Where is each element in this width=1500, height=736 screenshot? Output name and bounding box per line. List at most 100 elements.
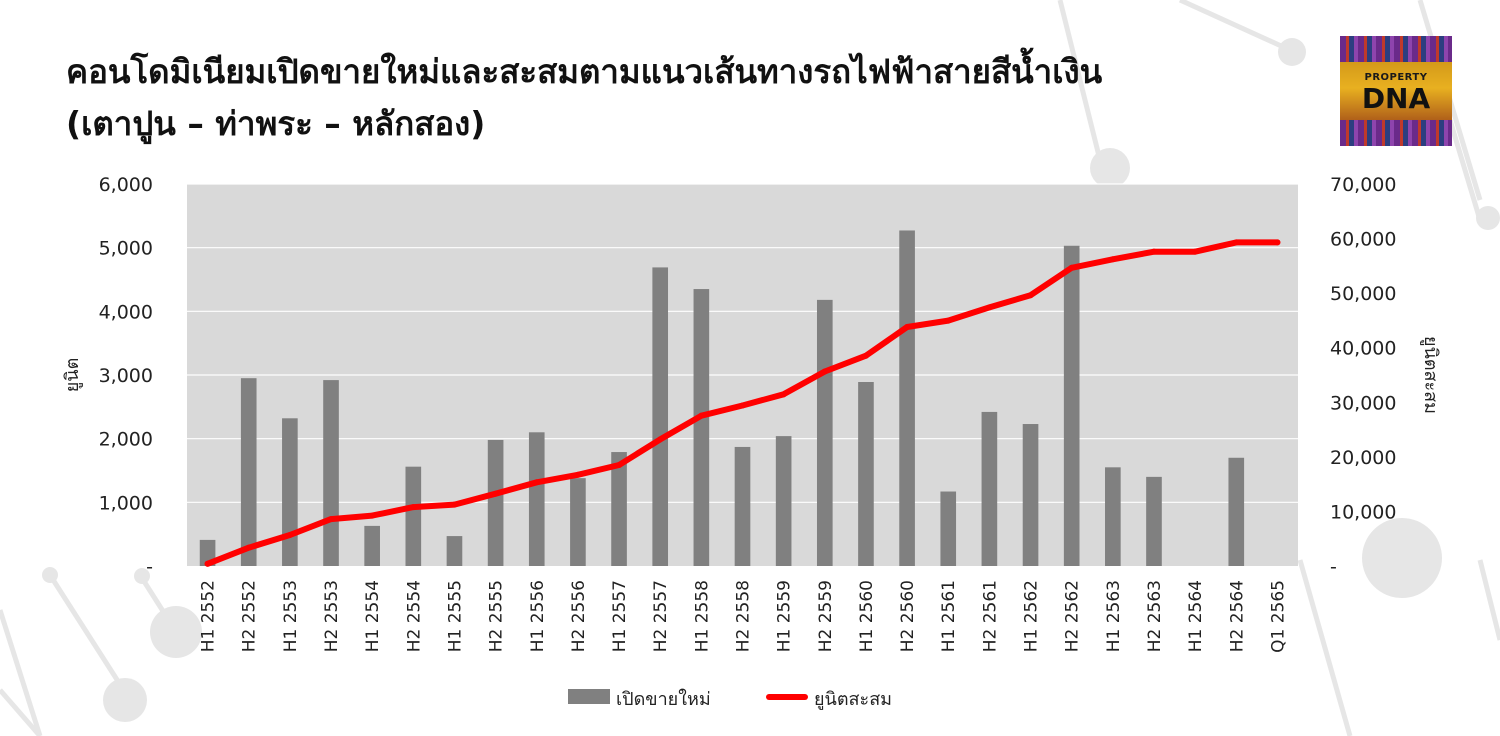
x-tick-label: H1 2552 xyxy=(199,580,219,652)
x-tick-label: H1 2562 xyxy=(1022,580,1042,652)
line-point xyxy=(780,391,787,398)
logo-dna-strip-top xyxy=(1340,36,1452,62)
y-left-tick-label: 2,000 xyxy=(99,429,153,451)
bar xyxy=(1228,457,1245,566)
y-right-tick-label: 20,000 xyxy=(1330,447,1396,469)
y-right-tick-label: 30,000 xyxy=(1330,392,1396,414)
x-tick-label: H2 2558 xyxy=(734,580,754,652)
x-tick-label: H2 2560 xyxy=(898,580,918,652)
y-right-tick-label: 50,000 xyxy=(1330,283,1396,305)
line-point xyxy=(1233,239,1240,246)
bar xyxy=(816,299,833,566)
x-tick-label: H1 2555 xyxy=(446,580,466,652)
y-right-tick-label: 10,000 xyxy=(1330,501,1396,523)
line-point xyxy=(410,504,417,511)
line-point xyxy=(1150,248,1157,255)
line-point xyxy=(451,501,458,508)
bar xyxy=(1105,467,1121,566)
y-right-tick-label: 60,000 xyxy=(1330,229,1396,251)
bar xyxy=(487,439,504,566)
line-point xyxy=(698,412,705,419)
y-left-tick-label: 5,000 xyxy=(99,238,153,260)
line-point xyxy=(904,323,911,330)
chart-title: คอนโดมิเนียมเปิดขายใหม่และสะสมตามแนวเส้น… xyxy=(66,46,1326,150)
line-point xyxy=(1274,239,1281,246)
line-point xyxy=(739,402,746,409)
bar xyxy=(1022,424,1039,566)
line-point xyxy=(328,516,335,523)
line-point xyxy=(574,471,581,478)
x-tick-label: H2 2561 xyxy=(980,580,1000,652)
line-point xyxy=(1027,292,1034,299)
y-left-tick-label: - xyxy=(146,556,153,578)
legend: เปิดขายใหม่ ยูนิตสะสม xyxy=(568,684,968,710)
legend-bar-label: เปิดขายใหม่ xyxy=(616,689,711,710)
x-tick-label: Q1 2565 xyxy=(1268,580,1288,653)
x-tick-label: H2 2562 xyxy=(1063,580,1083,652)
x-tick-label: H2 2555 xyxy=(487,580,507,652)
y-right-axis-label: ยูนิตสะสม xyxy=(1420,336,1441,414)
y-left-tick-label: 1,000 xyxy=(99,492,153,514)
logo-text-dna: DNA xyxy=(1361,82,1431,115)
bar xyxy=(405,466,422,566)
bar xyxy=(528,432,545,566)
x-tick-label: H2 2552 xyxy=(240,580,260,652)
bar xyxy=(1063,245,1080,567)
bar xyxy=(858,382,874,566)
line-point xyxy=(492,490,499,497)
x-tick-label: H2 2557 xyxy=(651,580,671,652)
y-left-axis-label: ยูนิต xyxy=(62,358,83,393)
line-point xyxy=(1192,248,1199,255)
x-tick-label: H1 2558 xyxy=(692,580,712,652)
x-tick-label: H1 2553 xyxy=(281,580,301,652)
line-point xyxy=(945,317,952,324)
line-point xyxy=(1109,256,1116,263)
y-left-tick-label: 3,000 xyxy=(99,365,153,387)
bar xyxy=(981,411,998,566)
line-point xyxy=(369,512,376,519)
legend-bar-swatch xyxy=(568,689,610,704)
line-point xyxy=(616,461,623,468)
bar xyxy=(611,452,627,566)
logo-text-property: PROPERTY xyxy=(1364,72,1428,83)
bar xyxy=(323,380,339,566)
x-tick-label: H1 2554 xyxy=(363,580,383,652)
bar xyxy=(282,418,298,566)
x-tick-label: H2 2553 xyxy=(322,580,342,652)
x-tick-label: H1 2556 xyxy=(528,580,548,652)
property-dna-logo: PROPERTY DNA xyxy=(1340,36,1452,146)
chart-title-line2: (เตาปูน – ท่าพระ – หลักสอง) xyxy=(66,104,486,143)
line-point xyxy=(821,368,828,375)
line-point xyxy=(1068,264,1075,271)
bar xyxy=(446,536,463,566)
y-right-tick-label: 40,000 xyxy=(1330,338,1396,360)
line-point xyxy=(657,436,664,443)
x-tick-label: H2 2564 xyxy=(1227,580,1247,652)
y-right-tick-label: 70,000 xyxy=(1330,174,1396,196)
line-point xyxy=(986,304,993,311)
x-tick-label: H2 2556 xyxy=(569,580,589,652)
bar xyxy=(240,378,257,566)
x-tick-label: H1 2564 xyxy=(1186,580,1206,652)
bar xyxy=(1146,476,1162,566)
x-tick-label: H1 2559 xyxy=(775,580,795,652)
bar xyxy=(775,436,792,566)
bar xyxy=(652,267,669,566)
bar xyxy=(570,478,586,566)
logo-band xyxy=(1340,62,1452,120)
line-point xyxy=(862,352,869,359)
legend-line-swatch xyxy=(766,694,808,700)
bar xyxy=(693,289,710,566)
y-right-tick-label: - xyxy=(1330,556,1337,578)
x-tick-label: H2 2563 xyxy=(1145,580,1165,652)
y-left-tick-label: 6,000 xyxy=(99,174,153,196)
bar xyxy=(899,230,915,566)
x-tick-label: H1 2561 xyxy=(939,580,959,652)
bar xyxy=(364,525,380,566)
chart-title-line1: คอนโดมิเนียมเปิดขายใหม่และสะสมตามแนวเส้น… xyxy=(66,52,1103,91)
logo-dna-strip-bottom xyxy=(1340,120,1452,146)
line-point xyxy=(204,560,211,567)
x-tick-label: H1 2560 xyxy=(857,580,877,652)
